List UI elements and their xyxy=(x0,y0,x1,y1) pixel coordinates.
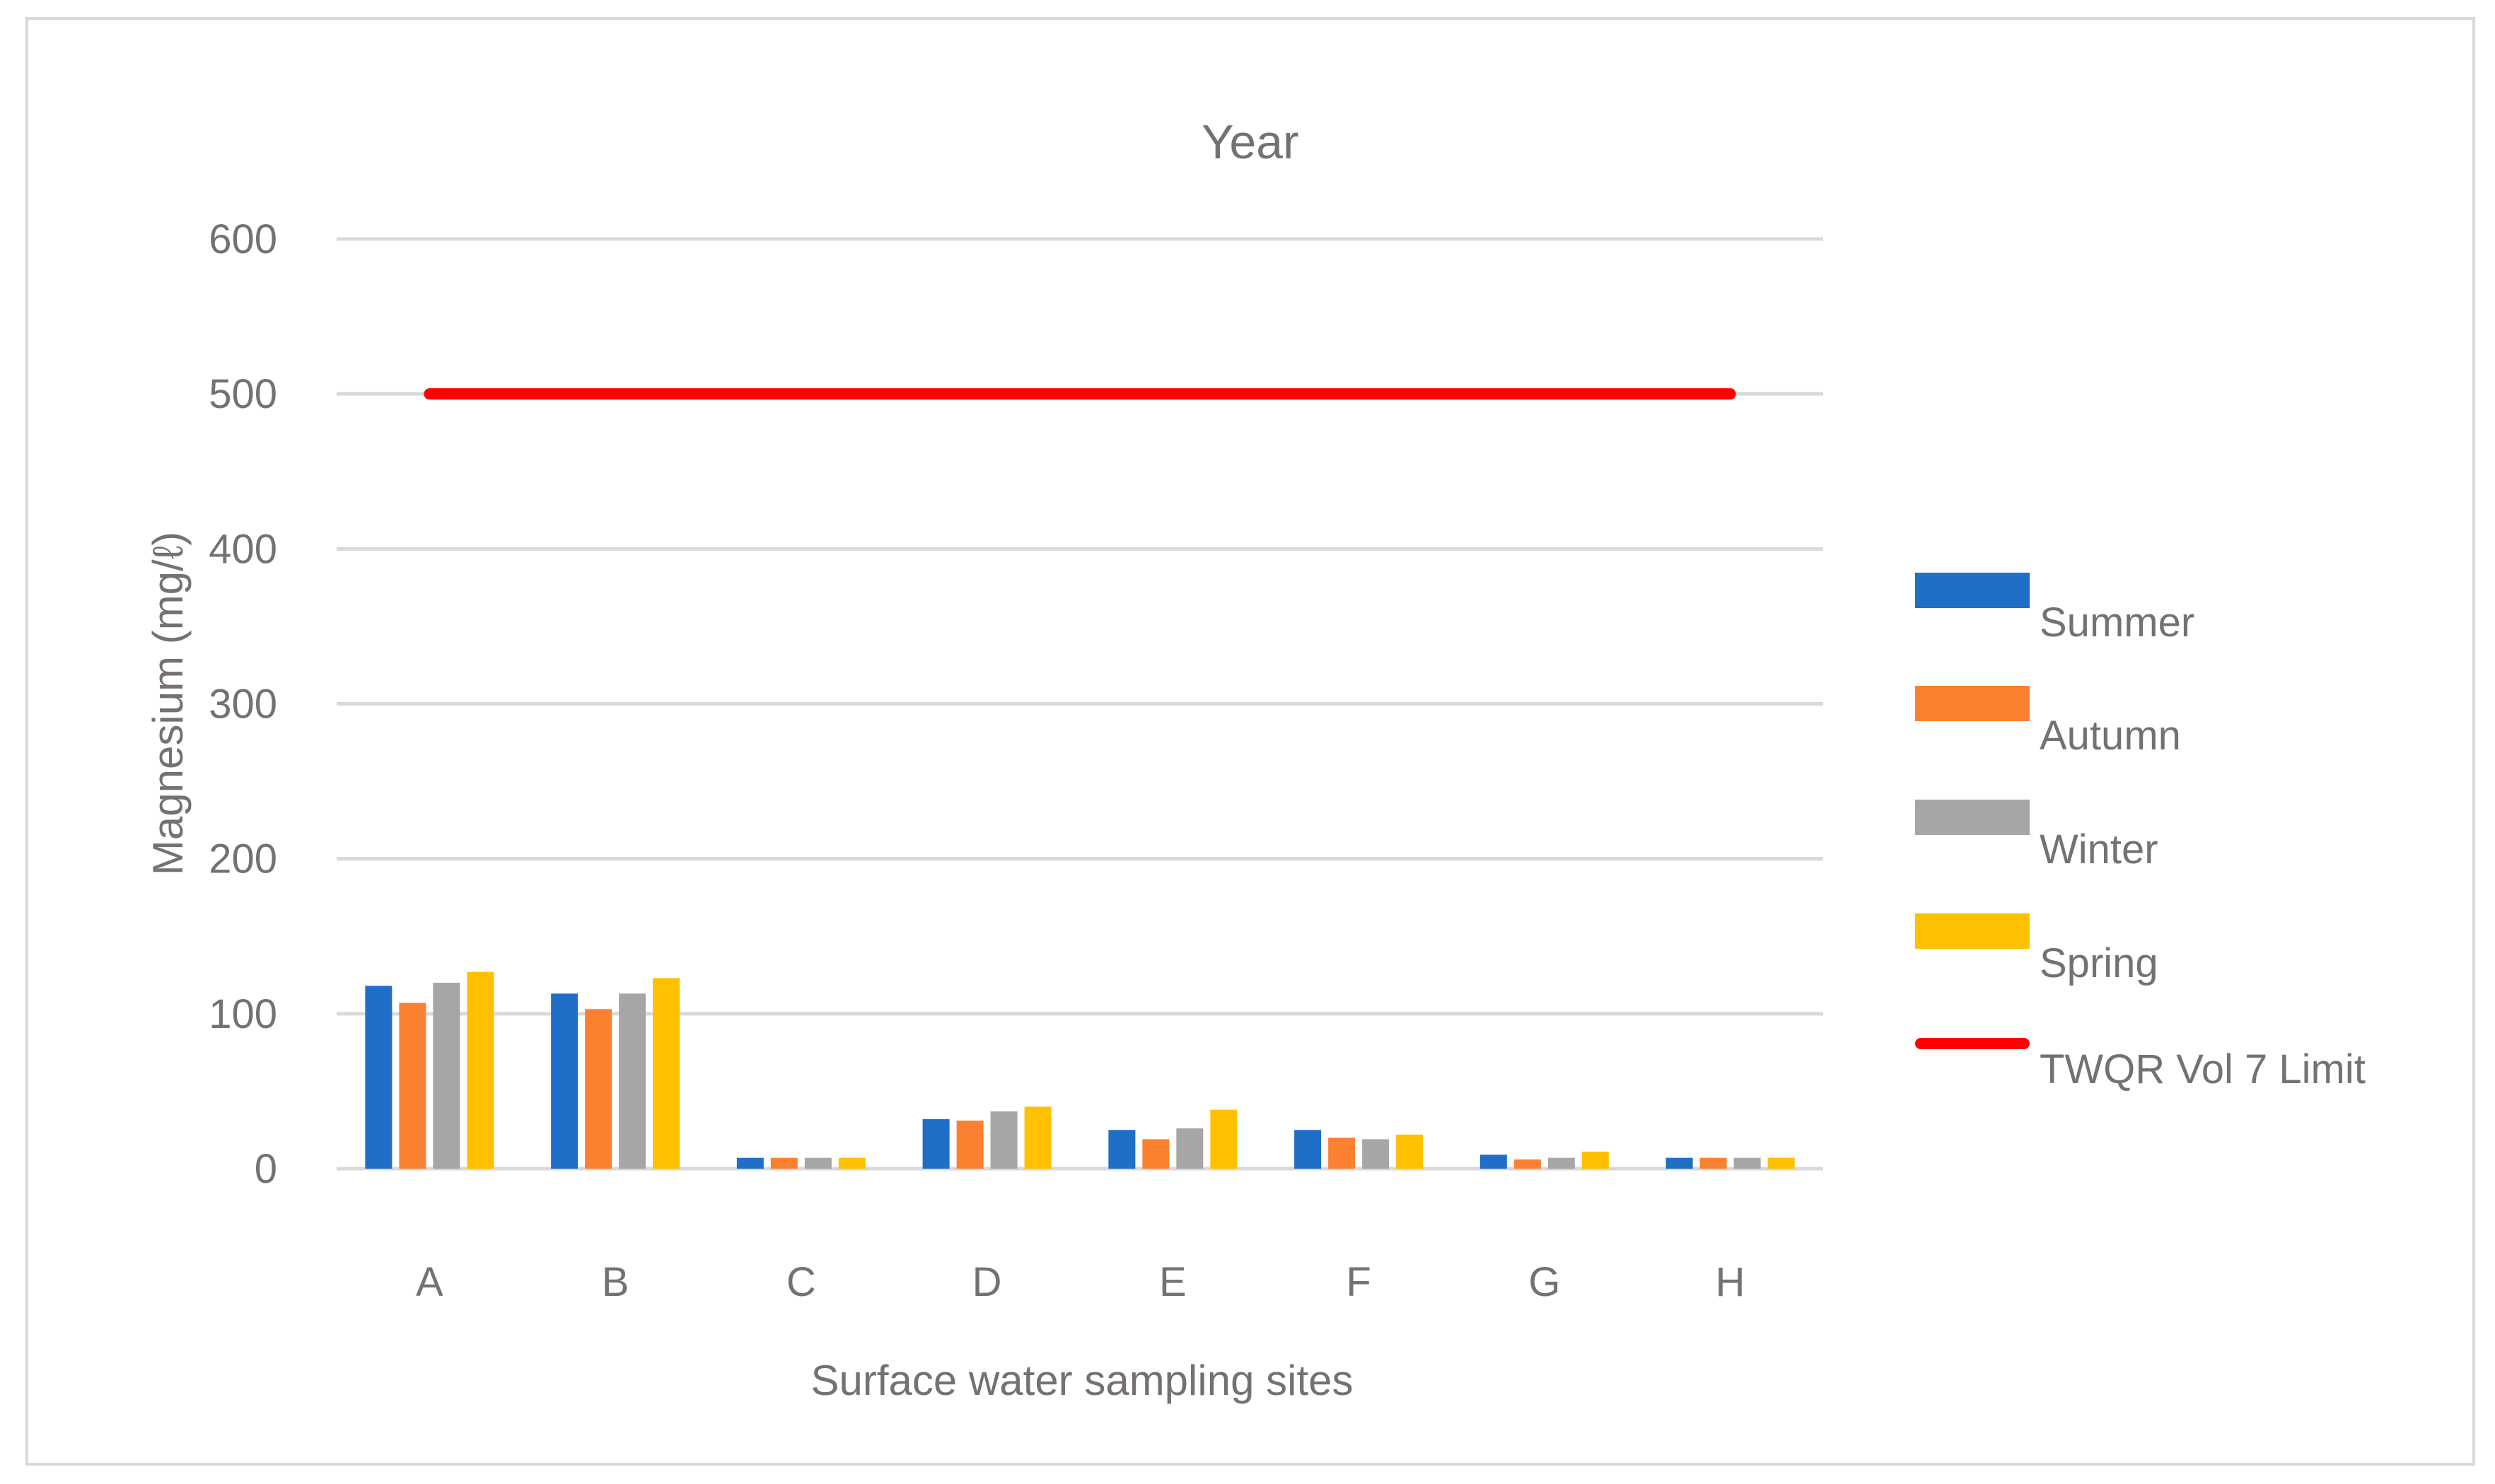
bar-winter-b xyxy=(619,993,646,1169)
legend-label-spring: Spring xyxy=(2040,940,2158,986)
bar-summer-d xyxy=(922,1118,950,1169)
bar-winter-a xyxy=(433,983,460,1169)
bar-summer-f xyxy=(1294,1130,1322,1169)
bar-autumn-c xyxy=(770,1157,798,1169)
bar-autumn-h xyxy=(1699,1157,1727,1169)
x-tick-label: F xyxy=(1346,1259,1371,1305)
y-tick-label: 0 xyxy=(255,1146,277,1192)
bar-summer-h xyxy=(1665,1157,1693,1169)
y-tick-label: 300 xyxy=(209,682,277,728)
x-tick-label: H xyxy=(1716,1259,1745,1305)
bar-autumn-f xyxy=(1328,1138,1356,1169)
bar-autumn-e xyxy=(1142,1139,1170,1169)
bar-autumn-a xyxy=(399,1003,426,1169)
bar-spring-h xyxy=(1767,1157,1795,1169)
legend-swatch-summer xyxy=(1915,573,2030,608)
x-tick-label: D xyxy=(972,1259,1002,1305)
bar-spring-b xyxy=(653,978,680,1169)
bar-summer-g xyxy=(1479,1155,1507,1169)
x-tick-label: A xyxy=(416,1259,443,1305)
bar-winter-e xyxy=(1176,1128,1204,1169)
legend: Summer Autumn Winter Spring TWQR Vol 7 Limit xyxy=(1915,573,2366,1092)
x-axis-title: Surface water sampling sites xyxy=(811,1357,1354,1404)
legend-label-winter: Winter xyxy=(2040,826,2158,872)
bar-spring-f xyxy=(1396,1134,1424,1169)
bar-spring-c xyxy=(838,1157,866,1169)
legend-swatch-spring xyxy=(1915,913,2030,949)
bar-spring-g xyxy=(1581,1151,1609,1169)
bar-summer-b xyxy=(551,993,578,1169)
x-tick-label: E xyxy=(1159,1259,1187,1305)
bar-summer-e xyxy=(1108,1130,1136,1169)
bar-summer-c xyxy=(736,1157,764,1169)
bar-spring-d xyxy=(1024,1106,1052,1169)
bar-winter-h xyxy=(1733,1157,1761,1169)
y-tick-label: 100 xyxy=(209,991,277,1037)
y-axis-ticks: 0 100 200 300 400 500 600 xyxy=(209,216,277,1192)
bar-winter-g xyxy=(1547,1157,1575,1169)
x-axis-ticks: A B C D E F G H xyxy=(416,1259,1745,1305)
bar-spring-e xyxy=(1210,1109,1238,1169)
x-tick-label: G xyxy=(1528,1259,1560,1305)
bar-winter-d xyxy=(990,1111,1018,1169)
y-tick-label: 500 xyxy=(209,371,277,417)
legend-label-autumn: Autumn xyxy=(2040,713,2181,759)
bar-winter-f xyxy=(1362,1139,1390,1169)
legend-label-limit: TWQR Vol 7 Limit xyxy=(2040,1046,2366,1092)
bar-autumn-d xyxy=(956,1121,984,1169)
bar-spring-a xyxy=(467,971,494,1169)
bars xyxy=(365,971,1795,1169)
y-tick-label: 200 xyxy=(209,836,277,882)
y-tick-label: 600 xyxy=(209,216,277,262)
legend-swatch-winter xyxy=(1915,800,2030,835)
bar-autumn-b xyxy=(585,1009,612,1169)
legend-label-summer: Summer xyxy=(2040,600,2194,645)
bar-winter-c xyxy=(804,1157,832,1169)
y-axis-title: Magnesium (mg/ℓ) xyxy=(144,532,192,875)
chart-frame xyxy=(25,17,2475,1466)
x-tick-label: B xyxy=(602,1259,629,1305)
bar-autumn-g xyxy=(1513,1159,1541,1169)
x-tick-label: C xyxy=(786,1259,816,1305)
bar-summer-a xyxy=(365,986,392,1169)
legend-swatch-autumn xyxy=(1915,686,2030,721)
y-tick-label: 400 xyxy=(209,526,277,572)
chart-title: Year xyxy=(1202,115,1298,169)
